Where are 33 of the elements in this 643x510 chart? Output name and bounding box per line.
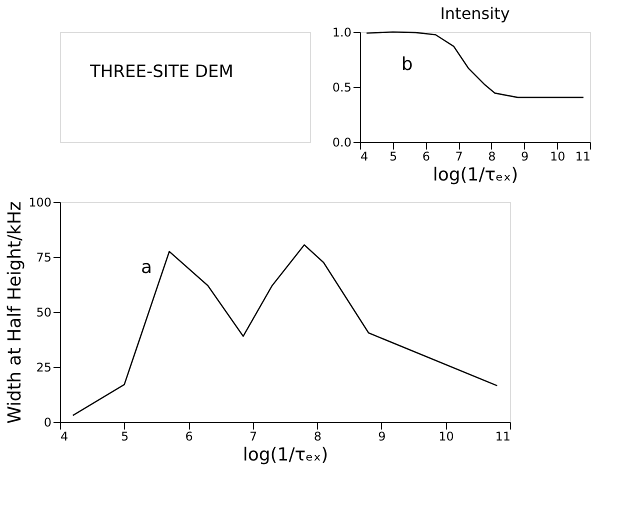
y-tick-label: 50: [36, 306, 52, 320]
x-axis-title: log(1/τₑₓ): [432, 164, 518, 186]
x-axis-title: log(1/τₑₓ): [242, 444, 328, 466]
x-tick-label: 11: [575, 150, 590, 164]
annotation: b: [401, 54, 413, 75]
x-tick-label: 7: [455, 150, 463, 164]
y-tick-label: 1.0: [332, 26, 352, 40]
x-tick-label: 8: [488, 150, 496, 164]
y-tick-label: 100: [28, 196, 52, 210]
x-tick-label: 7: [250, 430, 258, 444]
y-tick-label: 0.5: [332, 80, 352, 94]
x-tick-label: 9: [378, 430, 386, 444]
x-tick-label: 10: [438, 430, 454, 444]
x-tick-label: 6: [185, 430, 193, 444]
line-series: [72, 244, 498, 416]
y-tick-label: 25: [36, 360, 52, 374]
y-axis-title: Width at Half Height/kHz: [4, 201, 26, 424]
chart-title: Intensity: [440, 4, 510, 23]
x-tick-label: 11: [495, 430, 510, 444]
x-tick-label: 4: [60, 430, 68, 444]
x-tick-label: 5: [120, 430, 129, 444]
x-tick-label: 10: [550, 150, 566, 164]
y-tick-label: 0: [44, 416, 52, 430]
chart-title: THREE-SITE DEM: [89, 62, 234, 82]
x-tick-label: 4: [360, 150, 368, 164]
x-tick-label: 6: [422, 150, 430, 164]
y-tick-label: 75: [36, 250, 52, 264]
y-tick-label: 0.0: [332, 136, 352, 150]
x-tick-label: 8: [314, 430, 322, 444]
x-tick-label: 9: [520, 150, 529, 164]
annotation: a: [141, 257, 152, 278]
x-tick-label: 5: [390, 150, 398, 164]
line-series: [366, 31, 584, 98]
